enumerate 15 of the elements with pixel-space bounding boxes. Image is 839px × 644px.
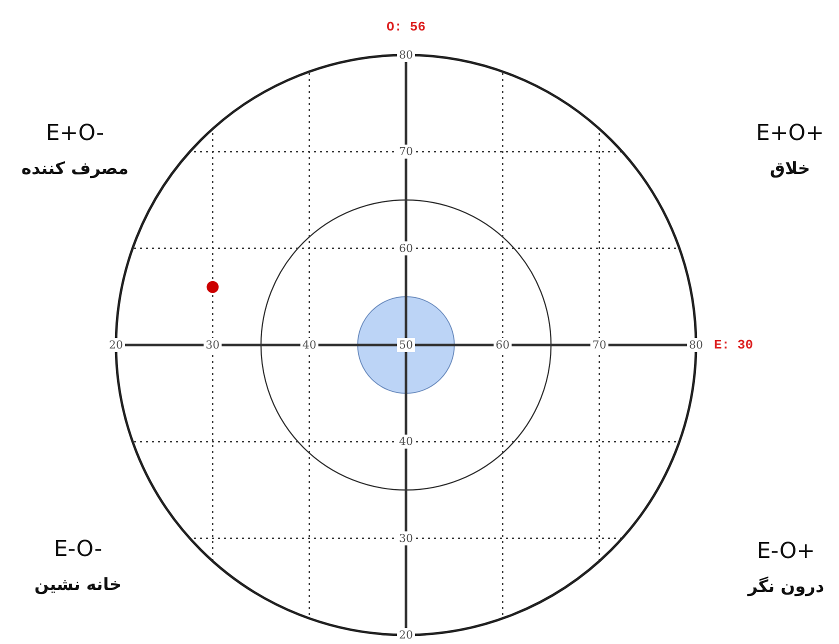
x-tick-label: 50 xyxy=(399,338,413,352)
y-tick-label: 60 xyxy=(399,242,413,255)
text: E: 30 xyxy=(714,338,754,352)
text: O: 56 xyxy=(386,20,426,34)
x-tick-label: 60 xyxy=(496,338,510,352)
x-tick-label: 40 xyxy=(302,338,316,352)
x-tick-label: 70 xyxy=(592,338,606,352)
y-tick-label: 20 xyxy=(399,628,413,642)
x-tick-label: 80 xyxy=(689,338,703,352)
x-tick-label: 30 xyxy=(206,338,220,352)
x-tick-label: 20 xyxy=(109,338,123,352)
y-tick-label: 40 xyxy=(399,435,413,448)
y-tick-label: 80 xyxy=(399,48,413,62)
y-tick-label: 30 xyxy=(399,532,413,545)
y-tick-label: 70 xyxy=(399,145,413,158)
